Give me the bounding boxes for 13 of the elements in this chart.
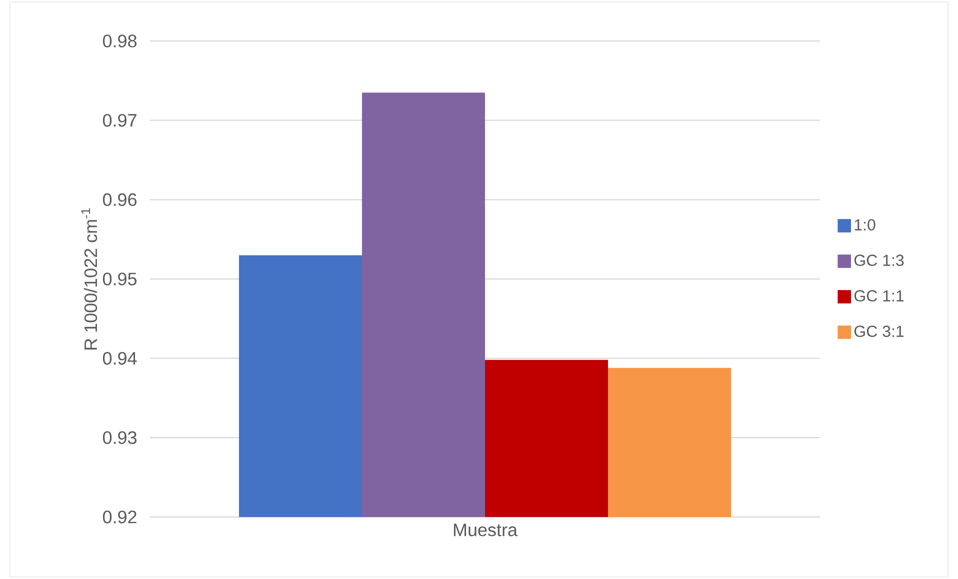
legend-label: 1:0 [854, 219, 876, 230]
legend-label: GC 3:1 [854, 326, 904, 337]
y-tick-label: 0.92 [102, 510, 136, 524]
y-tick-label: 0.98 [102, 34, 137, 48]
legend-label: GC 1:1 [854, 290, 904, 302]
y-tick-label: 0.93 [102, 431, 137, 444]
y-tick-label: 0.96 [102, 193, 137, 206]
legend-label: GC 1:3 [854, 254, 904, 266]
x-tick-label: Muestra [454, 524, 518, 536]
y-tick-label: 0.95 [102, 272, 137, 286]
y-tick-label: 0.97 [102, 114, 136, 127]
y-tick-label: 0.94 [102, 352, 137, 365]
y-axis-title: R 1000/1022 cm$^{-1}$ [81, 208, 98, 350]
